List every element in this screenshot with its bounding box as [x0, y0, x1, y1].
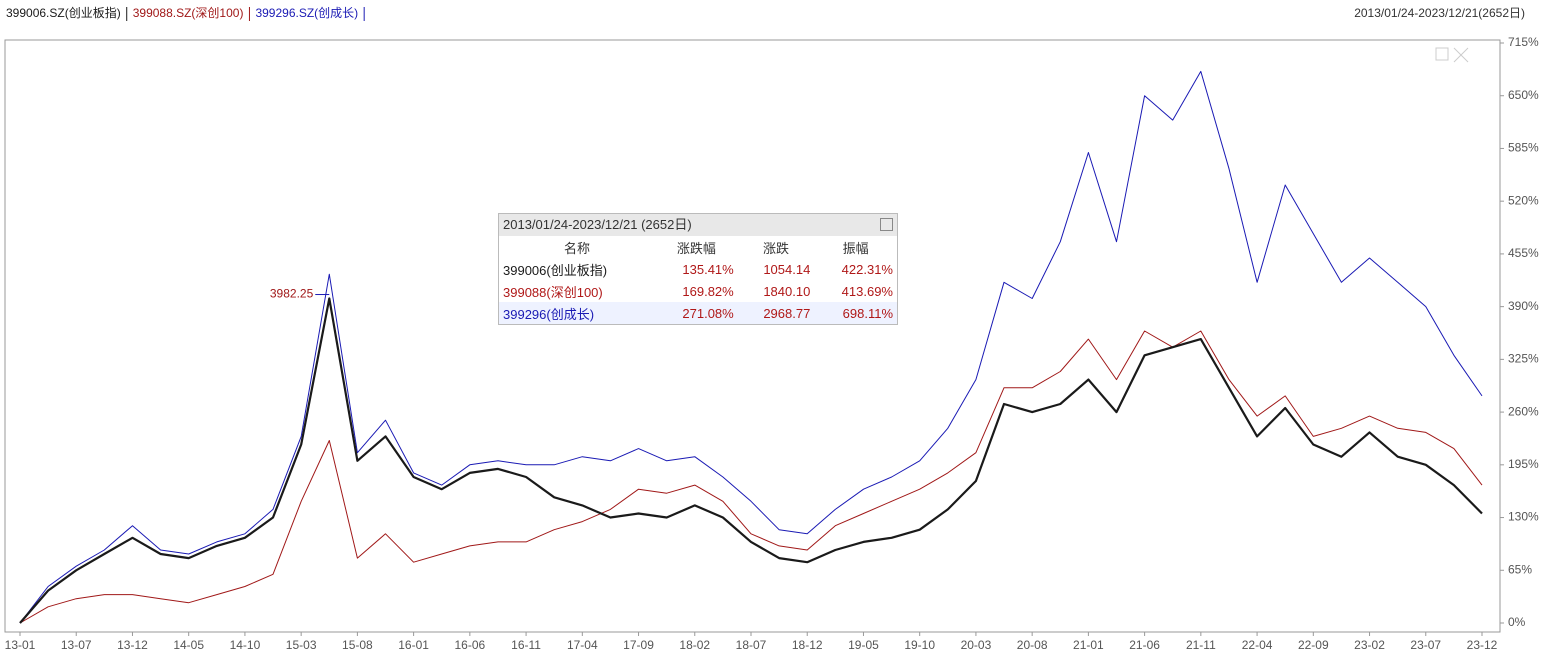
y-tick-label: 585%	[1508, 141, 1539, 155]
cell: 271.08%	[682, 305, 734, 321]
x-tick-label: 20-03	[961, 638, 992, 652]
popup-title: 2013/01/24-2023/12/21 (2652日)	[499, 214, 897, 236]
close-icon[interactable]	[1453, 47, 1469, 63]
x-tick-label: 22-04	[1242, 638, 1273, 652]
header-cell: 涨跌	[763, 240, 790, 256]
stats-popup: 2013/01/24-2023/12/21 (2652日) 名称 涨跌幅 涨跌 振幅 …	[498, 213, 898, 325]
plot-frame	[4, 39, 1501, 633]
y-tick-label: 520%	[1508, 193, 1539, 207]
series-line	[19, 330, 1483, 624]
x-tick-label: 23-02	[1354, 638, 1385, 652]
x-tick-label: 14-05	[173, 638, 204, 652]
cell: 422.31%	[841, 261, 893, 277]
y-tick-label: 260%	[1508, 404, 1539, 418]
x-tick-label: 13-07	[61, 638, 92, 652]
cell: 399088(深创100)	[503, 284, 603, 300]
y-tick-label: 130%	[1508, 510, 1539, 524]
cell: 399006(创业板指)	[503, 262, 608, 278]
y-tick-label: 455%	[1508, 246, 1539, 260]
y-tick-label: 0%	[1508, 615, 1526, 629]
y-tick-label: 195%	[1508, 457, 1539, 471]
series-line	[19, 297, 1483, 624]
header-cell: 名称	[564, 240, 591, 256]
legend-entry: 399006.SZ(创业板指)	[6, 5, 121, 20]
cell: 1054.14	[763, 261, 811, 277]
cell: 399296(创成长)	[503, 306, 595, 322]
x-tick-label: 20-08	[1017, 638, 1048, 652]
series-line	[19, 70, 1483, 624]
x-tick-label: 19-05	[848, 638, 879, 652]
x-tick-label: 16-01	[398, 638, 429, 652]
cell: 413.69%	[841, 283, 893, 299]
x-tick-label: 23-12	[1467, 638, 1498, 652]
cell: 2968.77	[763, 305, 811, 321]
x-tick-label: 21-06	[1129, 638, 1160, 652]
x-tick-label: 16-11	[511, 638, 541, 652]
x-tick-label: 13-01	[5, 638, 36, 652]
y-tick-label: 65%	[1508, 562, 1532, 576]
stats-table: 名称 涨跌幅 涨跌 振幅 399006(创业板指) 135.41% 1054.14 422.…	[499, 236, 897, 324]
cell: 698.11%	[842, 305, 893, 321]
y-tick-label: 650%	[1508, 88, 1539, 102]
x-tick-label: 18-02	[679, 638, 710, 652]
x-tick-label: 13-12	[117, 638, 148, 652]
x-tick-label: 22-09	[1298, 638, 1329, 652]
header-cell: 振幅	[842, 240, 869, 256]
x-tick-label: 21-11	[1186, 638, 1216, 652]
y-tick-label: 390%	[1508, 299, 1539, 313]
range-label: 2013/01/24-2023/12/21(2652日)	[1354, 6, 1525, 20]
x-tick-label: 21-01	[1073, 638, 1104, 652]
legend-entry: 399088.SZ(深创100)	[133, 6, 244, 20]
y-tick-label: 715%	[1508, 35, 1539, 49]
x-tick-label: 23-07	[1410, 638, 1441, 652]
x-tick-label: 15-08	[342, 638, 373, 652]
x-tick-label: 18-07	[736, 638, 767, 652]
x-tick-label: 18-12	[792, 638, 823, 652]
x-tick-label: 17-04	[567, 638, 598, 652]
x-tick-label: 15-03	[286, 638, 317, 652]
popup-close[interactable]	[880, 218, 893, 231]
popup-title-text: 2013/01/24-2023/12/21 (2652日)	[503, 217, 692, 232]
x-tick-label: 19-10	[904, 638, 935, 652]
cell: 1840.10	[763, 283, 811, 299]
x-tick-label: 14-10	[230, 638, 261, 652]
x-tick-label: 16-06	[454, 638, 485, 652]
legend-entry: 399296.SZ(创成长)	[255, 6, 358, 20]
cell: 169.82%	[682, 283, 734, 299]
x-tick-label: 17-09	[623, 638, 654, 652]
y-tick-label: 325%	[1508, 352, 1539, 366]
restore-icon[interactable]	[1435, 47, 1449, 61]
annotation: 3982.25	[270, 287, 314, 301]
header-cell: 涨跌幅	[676, 240, 716, 256]
cell: 135.41%	[682, 261, 734, 277]
